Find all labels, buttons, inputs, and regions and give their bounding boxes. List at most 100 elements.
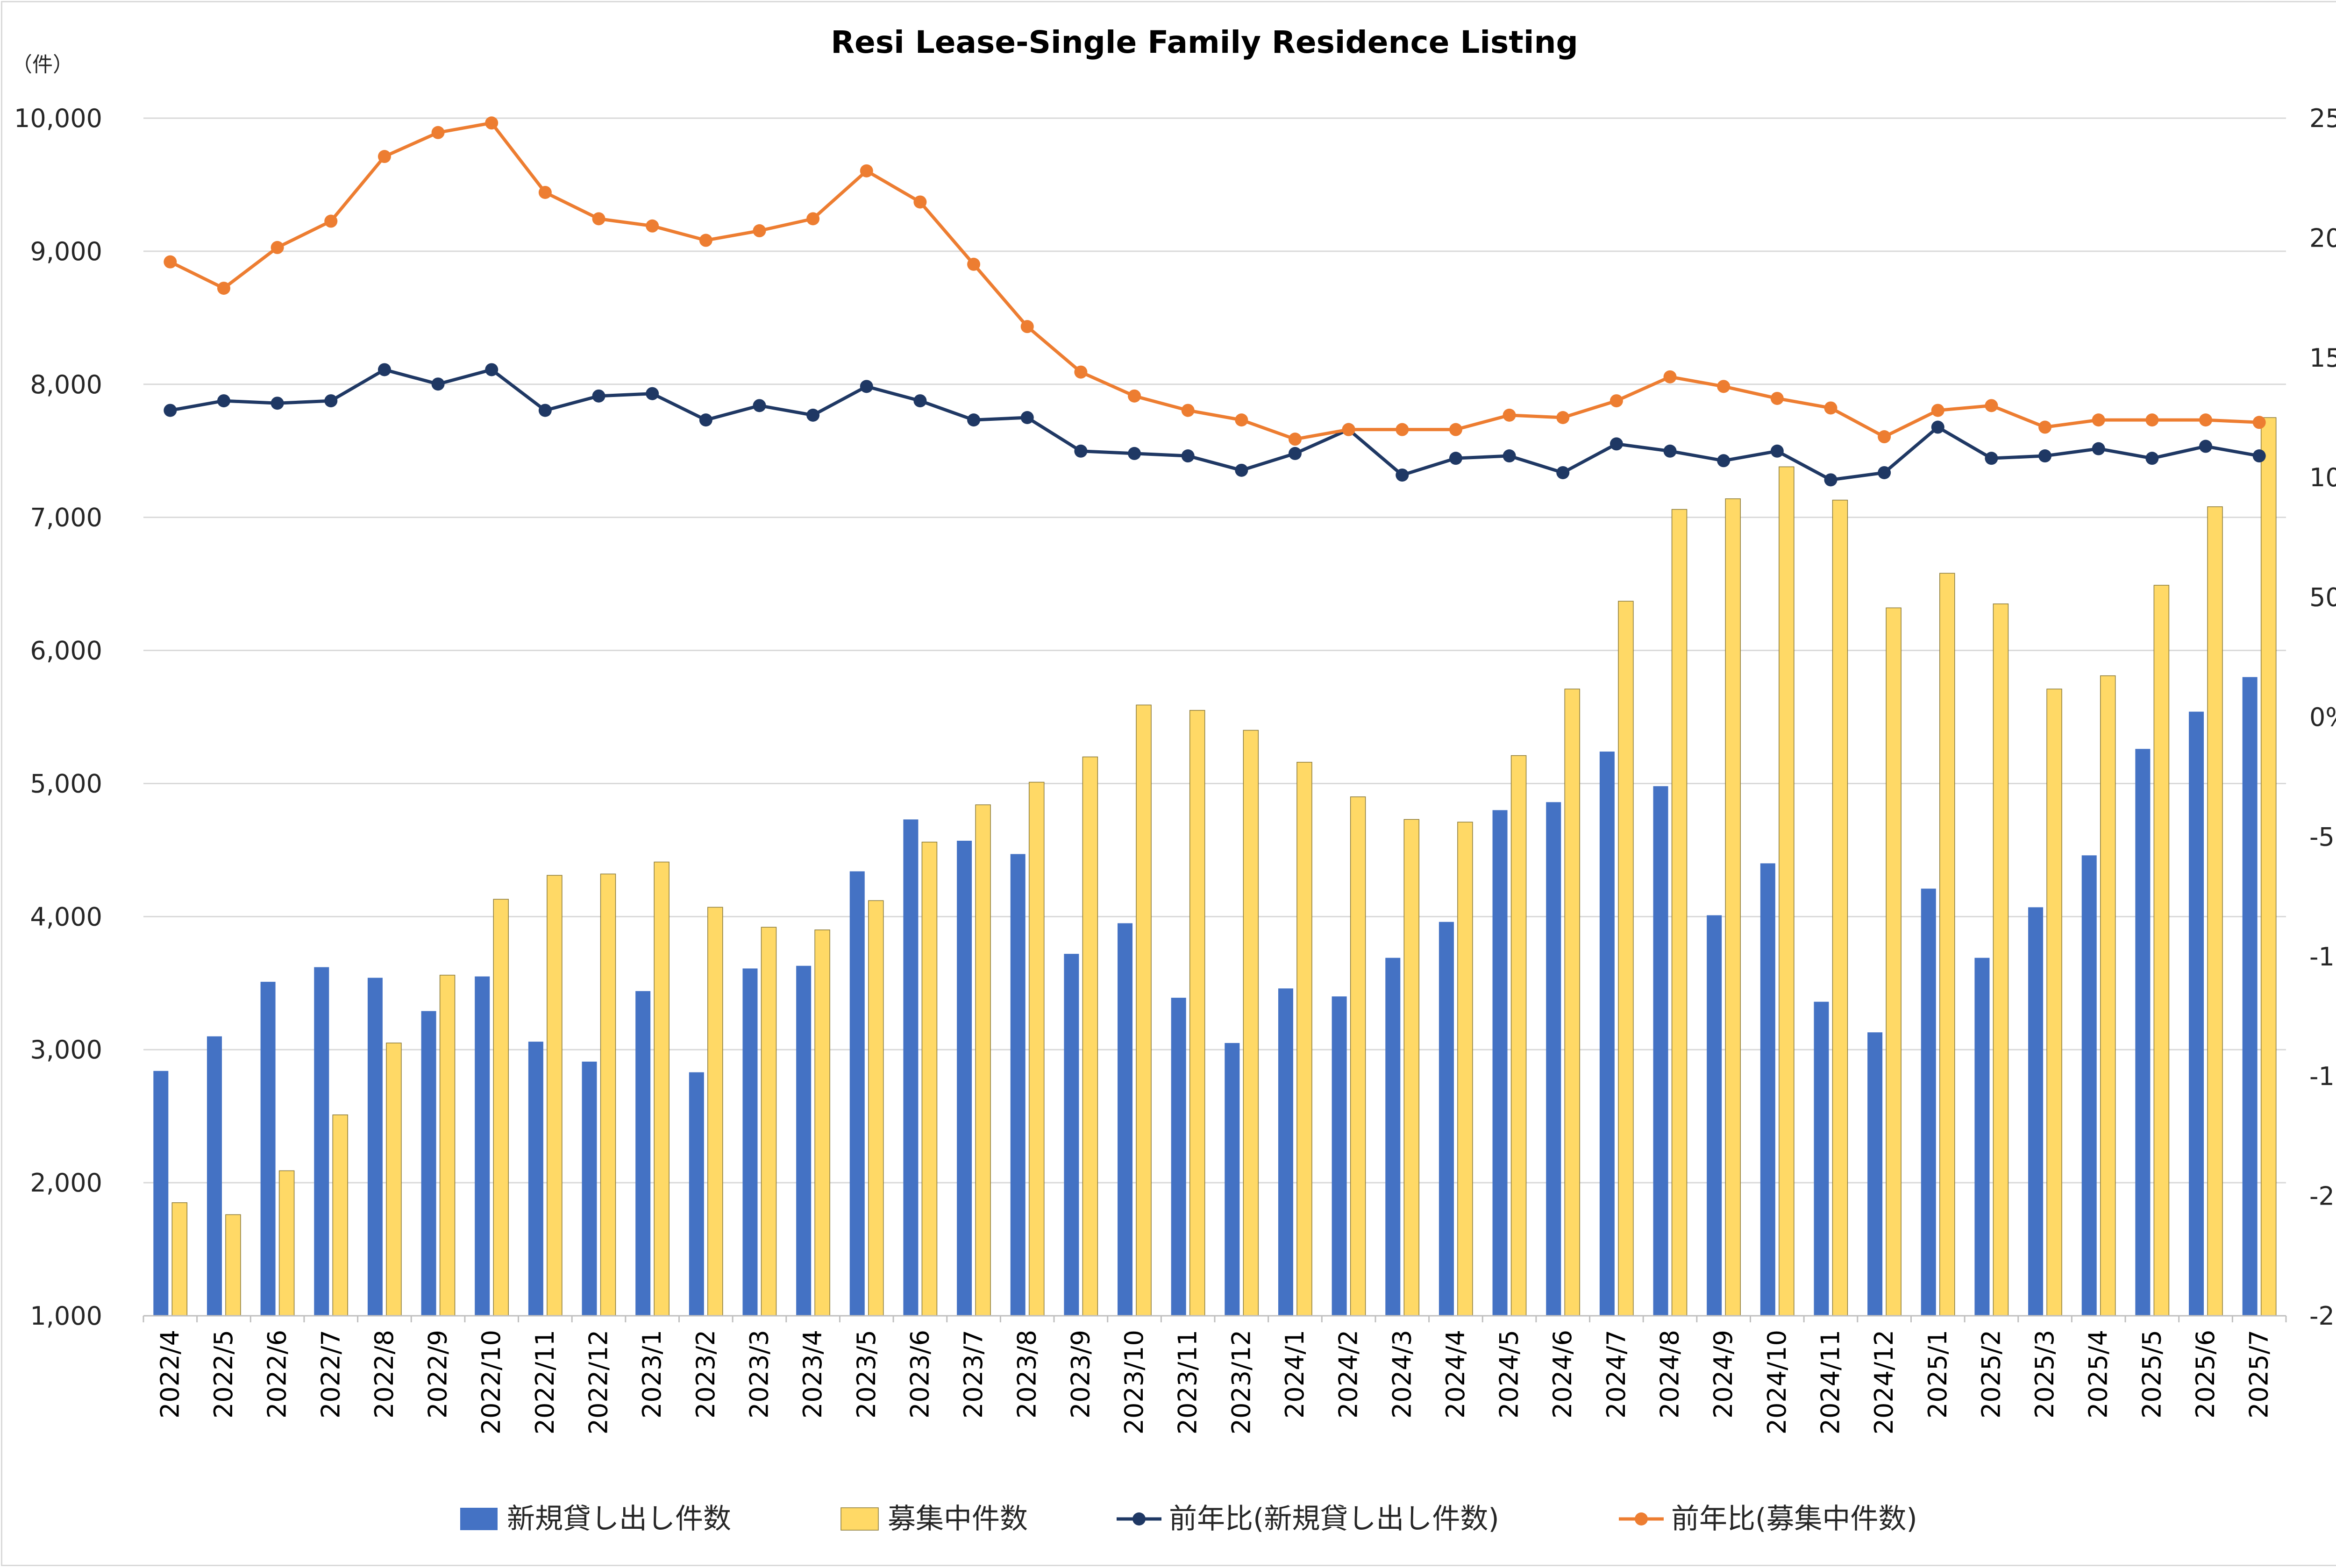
x-tick-label: 2025/7 bbox=[2244, 1330, 2274, 1419]
x-tick-label: 2025/6 bbox=[2191, 1330, 2220, 1419]
bar-new-listing bbox=[1332, 996, 1347, 1316]
bar-new-listing bbox=[153, 1071, 169, 1316]
x-tick-label: 2023/9 bbox=[1066, 1330, 1095, 1419]
x-tick-label: 2025/4 bbox=[2084, 1330, 2113, 1419]
y-left-tick-label: 10,000 bbox=[14, 104, 102, 133]
left-axis-unit-label: （件） bbox=[12, 53, 73, 77]
lines bbox=[164, 116, 2266, 487]
point-yoy-new-listing bbox=[1181, 449, 1195, 463]
bar-new-listing bbox=[796, 965, 812, 1316]
legend: 新規貸し出し件数 募集中件数 前年比(新規貸し出し件数) 前年比(募集中件数) bbox=[460, 1503, 1917, 1535]
point-yoy-new-listing bbox=[806, 408, 820, 422]
bar-active-listing bbox=[654, 861, 669, 1316]
bar-active-listing bbox=[225, 1214, 241, 1316]
x-tick-label: 2023/1 bbox=[637, 1330, 667, 1419]
x-tick-label: 2022/4 bbox=[155, 1330, 185, 1419]
legend-label: 募集中件数 bbox=[888, 1503, 1028, 1535]
point-yoy-new-listing bbox=[1235, 463, 1248, 477]
y-left-tick-label: 5,000 bbox=[30, 769, 102, 798]
point-yoy-active-listing bbox=[1663, 370, 1677, 383]
bar-active-listing bbox=[2260, 417, 2277, 1316]
point-yoy-active-listing bbox=[1878, 430, 1891, 444]
point-yoy-new-listing bbox=[967, 413, 981, 427]
y-right-tick-label: 100% bbox=[2309, 463, 2336, 492]
point-yoy-active-listing bbox=[1985, 399, 1998, 412]
x-tick-label: 2022/7 bbox=[316, 1330, 345, 1419]
x-tick-label: 2024/8 bbox=[1655, 1330, 1685, 1419]
bar-new-listing bbox=[1974, 958, 1990, 1316]
x-tick-label: 2022/8 bbox=[370, 1330, 399, 1419]
x-tick-label: 2023/10 bbox=[1119, 1330, 1149, 1434]
bar-active-listing bbox=[1993, 603, 2009, 1316]
bar-new-listing bbox=[582, 1061, 597, 1316]
point-yoy-new-listing bbox=[1610, 437, 1623, 451]
bar-active-listing bbox=[921, 842, 938, 1316]
bar-active-listing bbox=[1243, 730, 1259, 1316]
y-right-tick-label: 150% bbox=[2309, 343, 2336, 373]
point-yoy-new-listing bbox=[1824, 473, 1837, 487]
x-tick-label: 2023/12 bbox=[1226, 1330, 1256, 1434]
bar-active-listing bbox=[2046, 688, 2062, 1316]
y-left-tick-label: 4,000 bbox=[30, 902, 102, 931]
point-yoy-new-listing bbox=[538, 404, 552, 417]
bar-active-listing bbox=[1618, 601, 1634, 1316]
bar-new-listing bbox=[1385, 958, 1401, 1316]
bar-new-listing bbox=[1278, 988, 1293, 1316]
axes: 1,000 2,000 3,000 4,000 5,000 6,000 7,000 8,000… bbox=[14, 104, 2336, 1434]
point-yoy-active-listing bbox=[2252, 416, 2266, 429]
point-yoy-active-listing bbox=[913, 195, 927, 209]
point-yoy-new-listing bbox=[1770, 444, 1784, 458]
legend-label: 前年比(新規貸し出し件数) bbox=[1169, 1503, 1499, 1535]
bar-new-listing bbox=[635, 991, 651, 1316]
bar-new-listing bbox=[2135, 749, 2151, 1316]
bar-new-listing bbox=[421, 1011, 436, 1316]
point-yoy-active-listing bbox=[646, 219, 659, 233]
bar-new-listing bbox=[1599, 752, 1615, 1316]
bar-new-listing bbox=[849, 871, 865, 1316]
bar-active-listing bbox=[1939, 573, 1955, 1316]
point-yoy-active-listing bbox=[806, 212, 820, 226]
point-yoy-new-listing bbox=[2038, 449, 2052, 463]
bar-new-listing bbox=[2081, 855, 2097, 1316]
x-tick-label: 2023/7 bbox=[959, 1330, 988, 1419]
x-tick-label: 2024/7 bbox=[1602, 1330, 1631, 1419]
point-yoy-new-listing bbox=[1717, 454, 1731, 468]
x-tick-label: 2024/5 bbox=[1495, 1330, 1524, 1419]
bar-new-listing bbox=[2028, 907, 2044, 1316]
legend-label: 新規貸し出し件数 bbox=[507, 1503, 731, 1535]
bar-active-listing bbox=[1350, 796, 1366, 1316]
bar-new-listing bbox=[689, 1072, 704, 1316]
point-yoy-new-listing bbox=[485, 363, 499, 376]
y-left-tick-label: 2,000 bbox=[30, 1168, 102, 1198]
bar-active-listing bbox=[2100, 675, 2116, 1316]
x-tick-label: 2025/5 bbox=[2137, 1330, 2166, 1419]
point-yoy-new-listing bbox=[1931, 420, 1944, 434]
point-yoy-active-listing bbox=[699, 234, 712, 247]
x-tick-label: 2025/2 bbox=[1976, 1330, 2006, 1419]
bar-new-listing bbox=[207, 1036, 222, 1316]
x-tick-label: 2025/1 bbox=[1923, 1330, 1952, 1419]
point-yoy-new-listing bbox=[1503, 449, 1516, 463]
point-yoy-new-listing bbox=[860, 380, 873, 393]
x-tick-label: 2023/6 bbox=[905, 1330, 934, 1419]
point-yoy-active-listing bbox=[324, 214, 338, 228]
point-yoy-new-listing bbox=[1396, 468, 1409, 482]
bar-active-listing bbox=[707, 907, 723, 1316]
x-tick-label: 2022/6 bbox=[263, 1330, 292, 1419]
x-tick-label: 2022/5 bbox=[209, 1330, 238, 1419]
bar-new-listing bbox=[1653, 786, 1668, 1316]
legend-swatch bbox=[460, 1508, 498, 1530]
x-tick-label: 2024/4 bbox=[1441, 1330, 1470, 1419]
point-yoy-active-listing bbox=[2038, 420, 2052, 434]
x-tick-label: 2023/3 bbox=[744, 1330, 774, 1419]
bar-active-listing bbox=[1779, 466, 1795, 1316]
legend-swatch bbox=[840, 1507, 879, 1531]
x-tick-label: 2022/10 bbox=[477, 1330, 506, 1434]
y-right-tick-label: 200% bbox=[2309, 223, 2336, 253]
x-tick-label: 2023/2 bbox=[691, 1330, 720, 1419]
point-yoy-new-listing bbox=[1985, 452, 1998, 465]
point-yoy-active-listing bbox=[377, 150, 391, 163]
gridlines bbox=[143, 117, 2286, 1184]
point-yoy-new-listing bbox=[646, 387, 659, 400]
